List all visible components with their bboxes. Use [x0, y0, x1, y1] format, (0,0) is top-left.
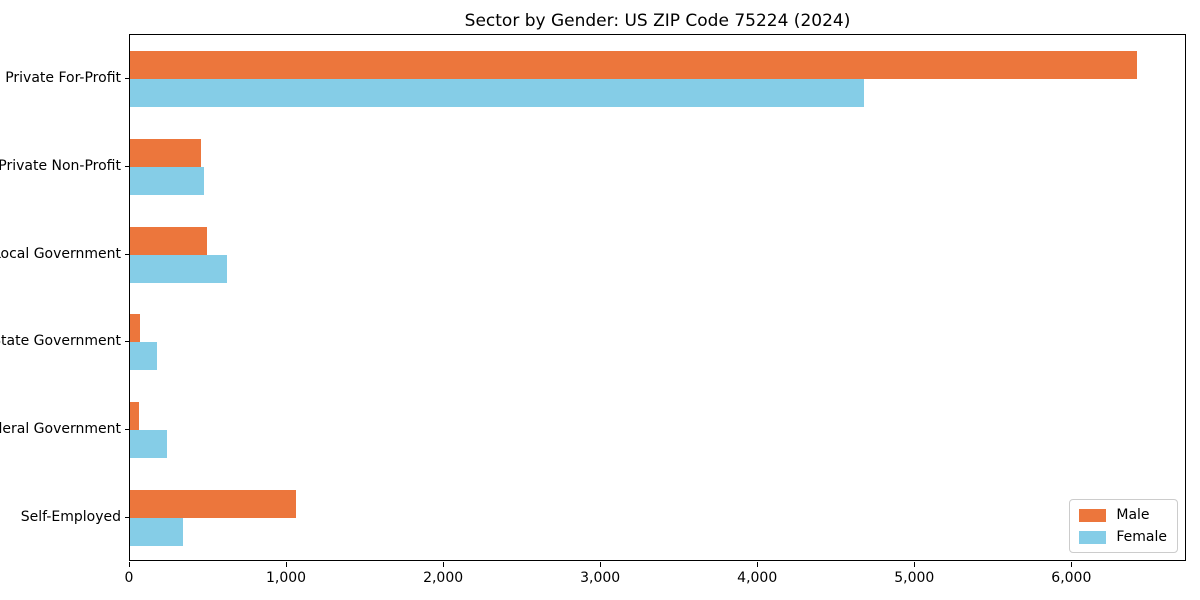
legend-label-male: Male — [1116, 507, 1150, 523]
bar-female-6 — [130, 518, 184, 547]
y-tick-label: Private For-Profit — [5, 69, 121, 86]
bar-male-1 — [130, 50, 1137, 79]
y-tick-label: Self-Employed — [20, 509, 121, 526]
legend-row-male: Male — [1079, 507, 1167, 523]
x-tick-label: 3,000 — [580, 570, 621, 586]
bar-male-6 — [130, 490, 297, 519]
y-tick-mark — [125, 165, 129, 167]
x-tick-label: 1,000 — [266, 570, 307, 586]
x-tick-mark — [1071, 562, 1073, 567]
y-tick-mark — [125, 77, 129, 79]
bar-male-3 — [130, 226, 207, 255]
plot-area: Male Female — [129, 34, 1186, 561]
legend-label-female: Female — [1116, 529, 1167, 545]
legend: Male Female — [1069, 499, 1178, 553]
bar-female-1 — [130, 78, 865, 107]
y-tick-mark — [125, 517, 129, 519]
legend-swatch-male — [1079, 508, 1107, 522]
x-tick-mark — [443, 562, 445, 567]
legend-swatch-female — [1079, 530, 1107, 544]
x-tick-label: 2,000 — [423, 570, 464, 586]
y-tick-mark — [125, 253, 129, 255]
y-tick-label: Federal Government — [0, 421, 121, 438]
chart-title: Sector by Gender: US ZIP Code 75224 (202… — [464, 11, 851, 31]
bar-female-4 — [130, 342, 158, 371]
bar-male-2 — [130, 138, 202, 167]
bar-male-5 — [130, 402, 139, 431]
x-tick-mark — [600, 562, 602, 567]
bar-male-4 — [130, 314, 141, 343]
x-tick-label: 0 — [124, 570, 134, 586]
y-tick-mark — [125, 341, 129, 343]
x-tick-label: 5,000 — [894, 570, 935, 586]
bar-female-2 — [130, 166, 204, 195]
x-tick-mark — [757, 562, 759, 567]
bar-female-5 — [130, 430, 167, 459]
y-tick-label: Local Government — [0, 245, 121, 262]
x-tick-mark — [914, 562, 916, 567]
x-tick-label: 4,000 — [737, 570, 778, 586]
x-tick-mark — [129, 562, 130, 567]
x-tick-label: 6,000 — [1051, 570, 1092, 586]
y-tick-label: State Government — [0, 333, 121, 350]
y-tick-label: Private Non-Profit — [0, 157, 121, 174]
y-tick-mark — [125, 429, 129, 431]
x-tick-mark — [286, 562, 288, 567]
bar-female-3 — [130, 254, 227, 283]
legend-row-female: Female — [1079, 529, 1167, 545]
